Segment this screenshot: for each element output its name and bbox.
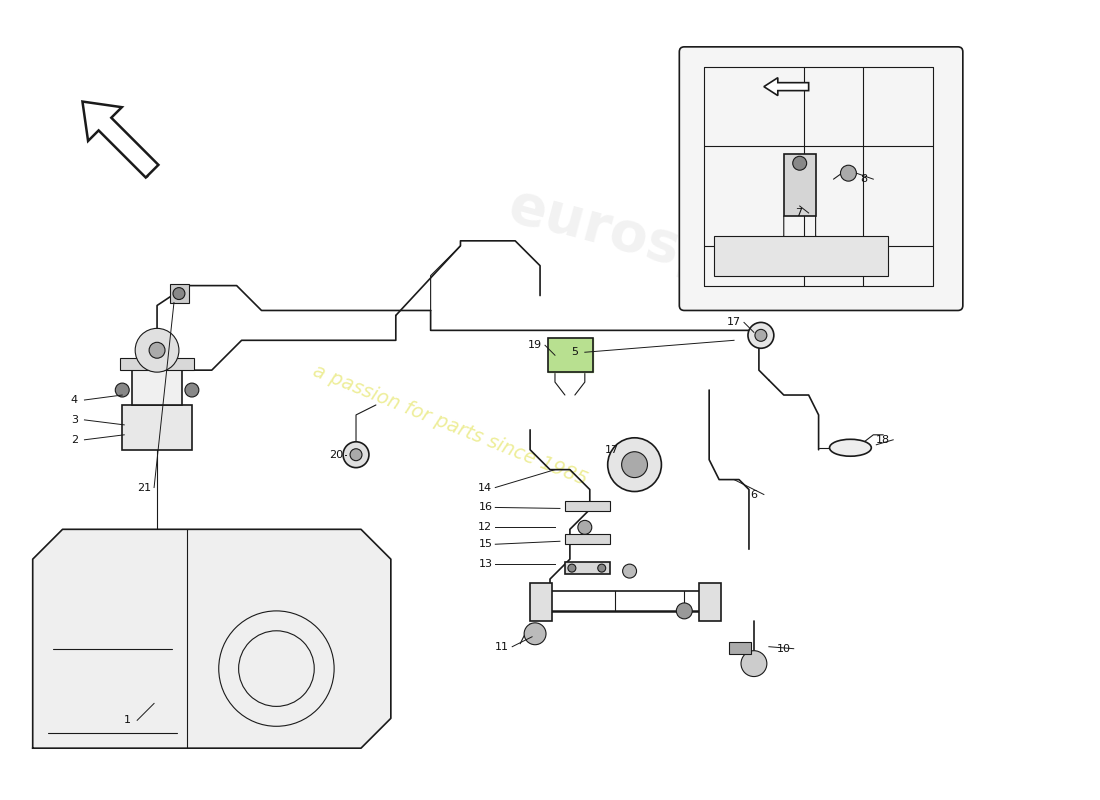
Text: 13: 13 bbox=[478, 559, 493, 569]
Bar bbox=[714, 236, 888, 276]
Text: eurospares: eurospares bbox=[503, 179, 856, 322]
Text: 4: 4 bbox=[70, 395, 78, 405]
Bar bbox=[548, 338, 593, 372]
Polygon shape bbox=[548, 338, 593, 372]
Bar bbox=[700, 583, 722, 621]
Text: 20: 20 bbox=[329, 450, 343, 460]
Text: a passion for parts since 1985: a passion for parts since 1985 bbox=[310, 361, 591, 489]
Circle shape bbox=[524, 623, 546, 645]
Text: 17: 17 bbox=[605, 445, 618, 454]
Text: 21: 21 bbox=[138, 482, 151, 493]
Text: 19: 19 bbox=[528, 340, 542, 350]
Bar bbox=[729, 642, 751, 654]
Circle shape bbox=[623, 564, 637, 578]
Circle shape bbox=[607, 438, 661, 491]
Circle shape bbox=[840, 166, 857, 181]
Circle shape bbox=[676, 603, 692, 619]
Circle shape bbox=[135, 328, 179, 372]
Text: 1: 1 bbox=[123, 715, 131, 726]
Bar bbox=[132, 370, 182, 405]
Text: 14: 14 bbox=[478, 482, 493, 493]
Bar bbox=[565, 534, 609, 544]
Circle shape bbox=[748, 322, 773, 348]
Ellipse shape bbox=[829, 439, 871, 456]
Text: 8: 8 bbox=[860, 174, 867, 184]
Text: 17: 17 bbox=[727, 318, 741, 327]
Text: 15: 15 bbox=[478, 539, 493, 550]
Circle shape bbox=[343, 442, 368, 468]
Text: 18: 18 bbox=[877, 434, 890, 445]
Polygon shape bbox=[33, 530, 390, 748]
Text: 6: 6 bbox=[750, 490, 758, 499]
Bar bbox=[170, 284, 189, 302]
Bar bbox=[530, 583, 552, 621]
Circle shape bbox=[568, 564, 576, 572]
FancyArrow shape bbox=[763, 78, 808, 95]
Circle shape bbox=[621, 452, 648, 478]
Bar bbox=[120, 358, 194, 370]
Circle shape bbox=[755, 330, 767, 342]
Circle shape bbox=[185, 383, 199, 397]
Text: 11: 11 bbox=[495, 642, 509, 652]
FancyArrow shape bbox=[82, 102, 158, 178]
Circle shape bbox=[597, 564, 606, 572]
Circle shape bbox=[793, 156, 806, 170]
Circle shape bbox=[150, 342, 165, 358]
Circle shape bbox=[350, 449, 362, 461]
Text: 7: 7 bbox=[795, 208, 802, 218]
Text: 2: 2 bbox=[70, 434, 78, 445]
Bar bbox=[122, 405, 191, 450]
Bar bbox=[565, 502, 609, 511]
Text: 5: 5 bbox=[571, 347, 579, 358]
FancyBboxPatch shape bbox=[680, 47, 962, 310]
Text: 12: 12 bbox=[478, 522, 493, 532]
Bar bbox=[784, 154, 815, 216]
Circle shape bbox=[741, 650, 767, 677]
Text: 16: 16 bbox=[478, 502, 493, 513]
Circle shape bbox=[116, 383, 129, 397]
Text: 3: 3 bbox=[72, 415, 78, 425]
Text: 10: 10 bbox=[777, 644, 791, 654]
Circle shape bbox=[173, 287, 185, 299]
Circle shape bbox=[578, 520, 592, 534]
Bar bbox=[565, 562, 609, 574]
